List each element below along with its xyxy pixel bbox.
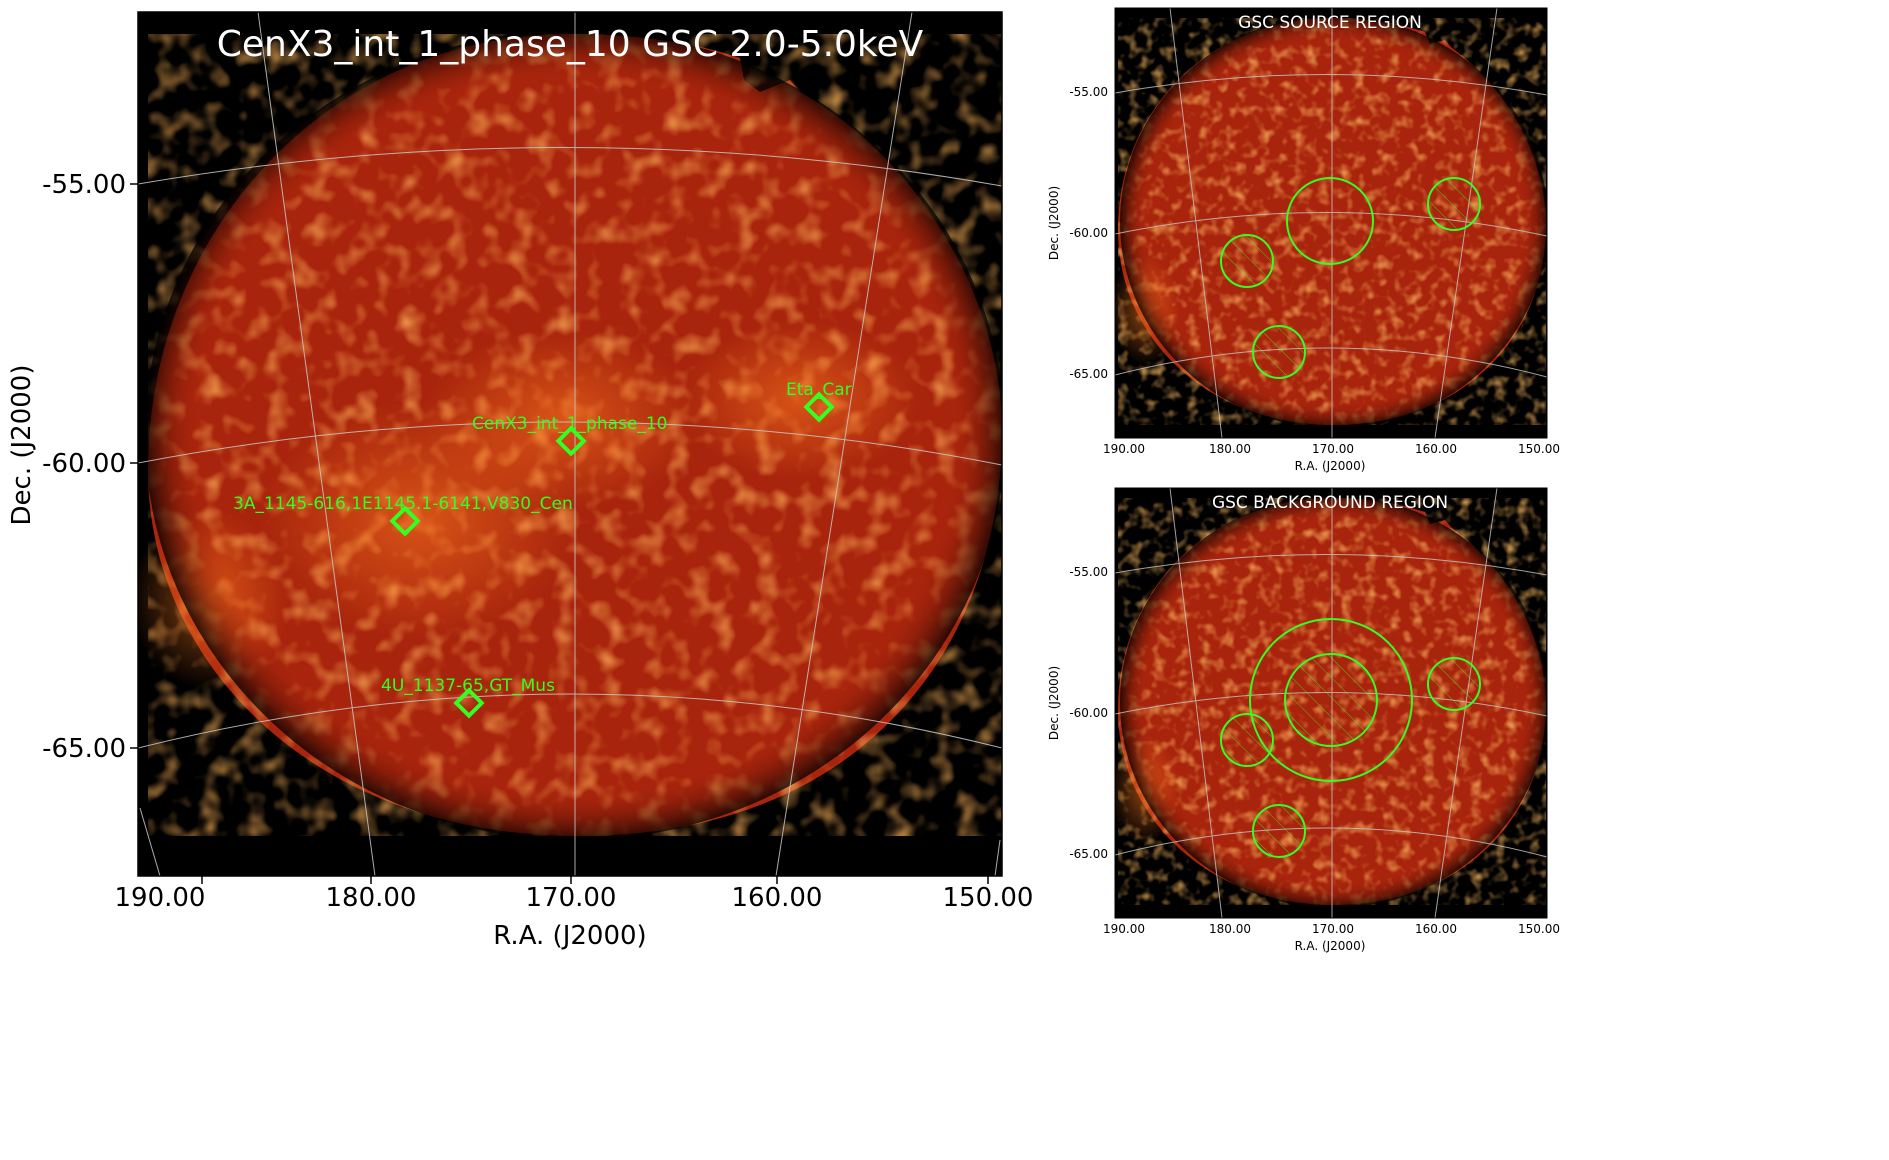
source-x-tick-190: 190.00 [1103, 442, 1145, 456]
source-region-circle [1286, 177, 1374, 265]
source-y-tick-60: -60.00 [1069, 226, 1108, 240]
excluded-region-4u-1137 [1252, 325, 1306, 379]
background-panel: GSC BACKGROUND REGION 190.00 180.00 170.… [1047, 487, 1560, 953]
main-y-tick-65: -65.00 [42, 734, 126, 764]
background-y-tick-60: -60.00 [1069, 706, 1108, 720]
main-panel: Eta_Car CenX3_int_1_phase_10 3A_1145-616… [7, 11, 1034, 951]
background-x-tick-190: 190.00 [1103, 922, 1145, 936]
main-coordinate-grid [138, 12, 1002, 876]
main-y-tick-60: -60.00 [42, 449, 126, 479]
background-y-axis-label: Dec. (J2000) [1047, 666, 1061, 740]
source-x-tick-150: 150.00 [1518, 442, 1560, 456]
background-x-axis-label: R.A. (J2000) [1295, 939, 1366, 953]
marker-3a-1145 [389, 505, 421, 537]
excluded-region-eta-car [1427, 177, 1481, 231]
background-annulus-outer [1249, 618, 1413, 782]
source-y-tick-55: -55.00 [1069, 85, 1108, 99]
source-y-tick-65: -65.00 [1069, 367, 1108, 381]
main-x-tick-160: 160.00 [732, 883, 823, 913]
excluded-region-3a-1145 [1220, 234, 1274, 288]
main-x-tick-150: 150.00 [943, 883, 1034, 913]
background-y-tick-65: -65.00 [1069, 847, 1108, 861]
main-tick-marks [130, 183, 989, 884]
background-x-tick-180: 180.00 [1209, 922, 1251, 936]
marker-4u-1137 [453, 687, 485, 719]
background-plot-frame [1114, 487, 1548, 919]
main-y-tick-labels: -55.00 -60.00 -65.00 [42, 170, 126, 764]
main-sky-image [138, 30, 1002, 840]
source-panel: GSC SOURCE REGION 190.00 180.00 170.00 1… [1047, 7, 1560, 473]
source-y-tick-labels: -55.00 -60.00 -65.00 [1069, 85, 1108, 381]
bkg-excluded-region-eta-car [1427, 657, 1481, 711]
background-annulus-inner-excluded [1284, 653, 1378, 747]
main-y-axis-label: Dec. (J2000) [7, 365, 37, 526]
source-y-axis-label: Dec. (J2000) [1047, 186, 1061, 260]
main-x-tick-190: 190.00 [115, 883, 206, 913]
source-sky-image [1115, 16, 1547, 428]
background-x-tick-160: 160.00 [1415, 922, 1457, 936]
marker-eta-car [803, 391, 835, 423]
main-plot-frame [137, 11, 1003, 877]
background-panel-title: GSC BACKGROUND REGION [1212, 493, 1448, 513]
main-x-tick-labels: 190.00 180.00 170.00 160.00 150.00 [115, 883, 1034, 913]
source-regions [1220, 177, 1481, 379]
source-panel-title: GSC SOURCE REGION [1238, 13, 1422, 33]
bkg-excluded-region-3a-1145 [1220, 713, 1274, 767]
main-y-tick-55: -55.00 [42, 170, 126, 200]
source-x-tick-160: 160.00 [1415, 442, 1457, 456]
source-label-cenx3: CenX3_int_1_phase_10 [472, 414, 667, 434]
source-x-tick-180: 180.00 [1209, 442, 1251, 456]
main-title: CenX3_int_1_phase_10 GSC 2.0-5.0keV [217, 24, 924, 65]
background-x-tick-150: 150.00 [1518, 922, 1560, 936]
source-x-tick-170: 170.00 [1312, 442, 1354, 456]
source-x-tick-labels: 190.00 180.00 170.00 160.00 150.00 [1103, 442, 1560, 456]
bkg-excluded-region-4u-1137 [1252, 804, 1306, 858]
background-y-tick-55: -55.00 [1069, 565, 1108, 579]
source-plot-frame [1114, 7, 1548, 439]
main-x-tick-180: 180.00 [326, 883, 417, 913]
main-source-labels: Eta_Car CenX3_int_1_phase_10 3A_1145-616… [233, 380, 852, 696]
marker-cenx3 [555, 425, 587, 457]
background-y-tick-labels: -55.00 -60.00 -65.00 [1069, 565, 1108, 861]
source-label-4u-1137: 4U_1137-65,GT_Mus [381, 676, 555, 696]
background-regions [1220, 618, 1481, 858]
main-source-markers [389, 391, 835, 719]
main-x-tick-170: 170.00 [526, 883, 617, 913]
source-x-axis-label: R.A. (J2000) [1295, 459, 1366, 473]
source-label-eta-car: Eta_Car [786, 380, 852, 400]
background-x-tick-170: 170.00 [1312, 922, 1354, 936]
background-x-tick-labels: 190.00 180.00 170.00 160.00 150.00 [1103, 922, 1560, 936]
main-x-axis-label: R.A. (J2000) [493, 921, 646, 951]
source-label-3a-1145: 3A_1145-616,1E1145.1-6141,V830_Cen [233, 494, 573, 514]
